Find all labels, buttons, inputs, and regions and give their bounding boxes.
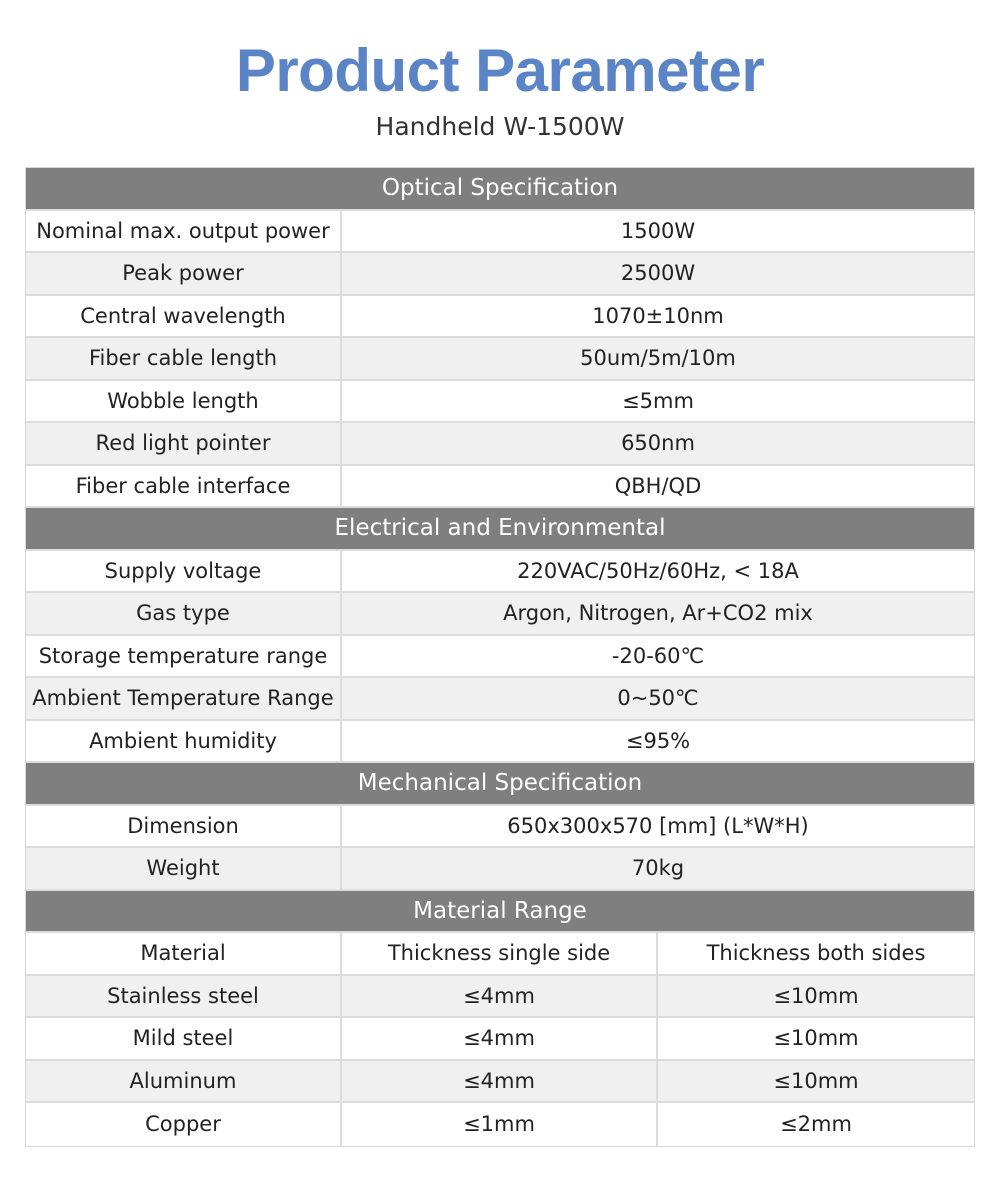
param-label: Weight: [26, 848, 342, 889]
param-value: Argon, Nitrogen, Ar+CO2 mix: [503, 601, 813, 626]
param-value: 1500W: [620, 218, 696, 243]
thickness-both-cell: ≤10mm: [773, 983, 859, 1008]
section-header: Electrical and Environmental: [26, 508, 974, 551]
param-value: 0~50℃: [617, 686, 699, 711]
param-label: Nominal max. output power: [26, 210, 342, 251]
material-cell: Stainless steel: [26, 975, 342, 1016]
param-value: 650nm: [621, 431, 695, 456]
param-label: Ambient humidity: [26, 720, 342, 761]
thickness-single-cell: Thickness single side: [342, 933, 658, 974]
thickness-single-cell: ≤4mm: [342, 975, 658, 1016]
table-row: Fiber cable length 50um/5m/10m: [26, 338, 974, 381]
table-row: Ambient humidity ≤95%: [26, 720, 974, 763]
param-value: 2500W: [620, 261, 696, 286]
param-value: ≤5mm: [622, 388, 694, 413]
param-label: Gas type: [26, 593, 342, 634]
table-row: Aluminum ≤4mm ≤10mm: [26, 1060, 974, 1103]
param-label: Fiber cable interface: [26, 465, 342, 506]
material-cell: Material: [26, 933, 342, 974]
material-cell: Aluminum: [26, 1060, 342, 1101]
material-cell: Copper: [26, 1103, 342, 1146]
thickness-both-cell: Thickness both sides: [706, 941, 926, 966]
table-row: Mild steel ≤4mm ≤10mm: [26, 1018, 974, 1061]
param-label: Storage temperature range: [26, 635, 342, 676]
table-row: Peak power 2500W: [26, 253, 974, 296]
param-label: Peak power: [26, 253, 342, 294]
param-label: Central wavelength: [26, 295, 342, 336]
page-title: Product Parameter: [235, 37, 765, 104]
thickness-both-cell: ≤2mm: [780, 1112, 852, 1137]
table-row: Wobble length ≤5mm: [26, 380, 974, 423]
thickness-both-cell: ≤10mm: [773, 1068, 859, 1093]
param-label: Dimension: [26, 805, 342, 846]
section-header: Mechanical Specification: [26, 763, 974, 806]
table-row: Nominal max. output power 1500W: [26, 210, 974, 253]
param-value: 650x300x570 [mm] (L*W*H): [507, 813, 809, 838]
spec-table: Optical Specification Nominal max. output…: [25, 167, 975, 1147]
param-value: ≤95%: [625, 728, 691, 753]
param-label: Supply voltage: [26, 550, 342, 591]
table-row: Storage temperature range -20-60℃: [26, 635, 974, 678]
thickness-both-cell: ≤10mm: [773, 1026, 859, 1051]
param-value: 50um/5m/10m: [580, 346, 736, 371]
param-label: Wobble length: [26, 380, 342, 421]
param-value: 1070±10nm: [592, 303, 724, 328]
table-row: Dimension 650x300x570 [mm] (L*W*H): [26, 805, 974, 848]
thickness-single-cell: ≤4mm: [342, 1060, 658, 1101]
table-row: Copper ≤1mm ≤2mm: [26, 1103, 974, 1146]
table-row: Red light pointer 650nm: [26, 423, 974, 466]
section-header: Material Range: [26, 890, 974, 933]
table-row: Gas type Argon, Nitrogen, Ar+CO2 mix: [26, 593, 974, 636]
table-row: Ambient Temperature Range 0~50℃: [26, 678, 974, 721]
param-value: 220VAC/50Hz/60Hz, < 18A: [517, 558, 799, 583]
thickness-single-cell: ≤4mm: [342, 1018, 658, 1059]
table-row: Material Thickness single side Thickness b…: [26, 933, 974, 976]
table-row: Central wavelength 1070±10nm: [26, 295, 974, 338]
param-label: Red light pointer: [26, 423, 342, 464]
thickness-single-cell: ≤1mm: [342, 1103, 658, 1146]
param-label: Ambient Temperature Range: [26, 678, 342, 719]
section-header: Optical Specification: [26, 168, 974, 211]
table-row: Fiber cable interface QBH/QD: [26, 465, 974, 508]
param-value: QBH/QD: [614, 473, 702, 498]
param-value: 70kg: [631, 856, 685, 881]
table-row: Stainless steel ≤4mm ≤10mm: [26, 975, 974, 1018]
param-label: Fiber cable length: [26, 338, 342, 379]
param-value: -20-60℃: [611, 643, 705, 668]
page-subtitle: Handheld W-1500W: [375, 112, 625, 141]
material-cell: Mild steel: [26, 1018, 342, 1059]
table-row: Supply voltage 220VAC/50Hz/60Hz, < 18A: [26, 550, 974, 593]
table-row: Weight 70kg: [26, 848, 974, 891]
